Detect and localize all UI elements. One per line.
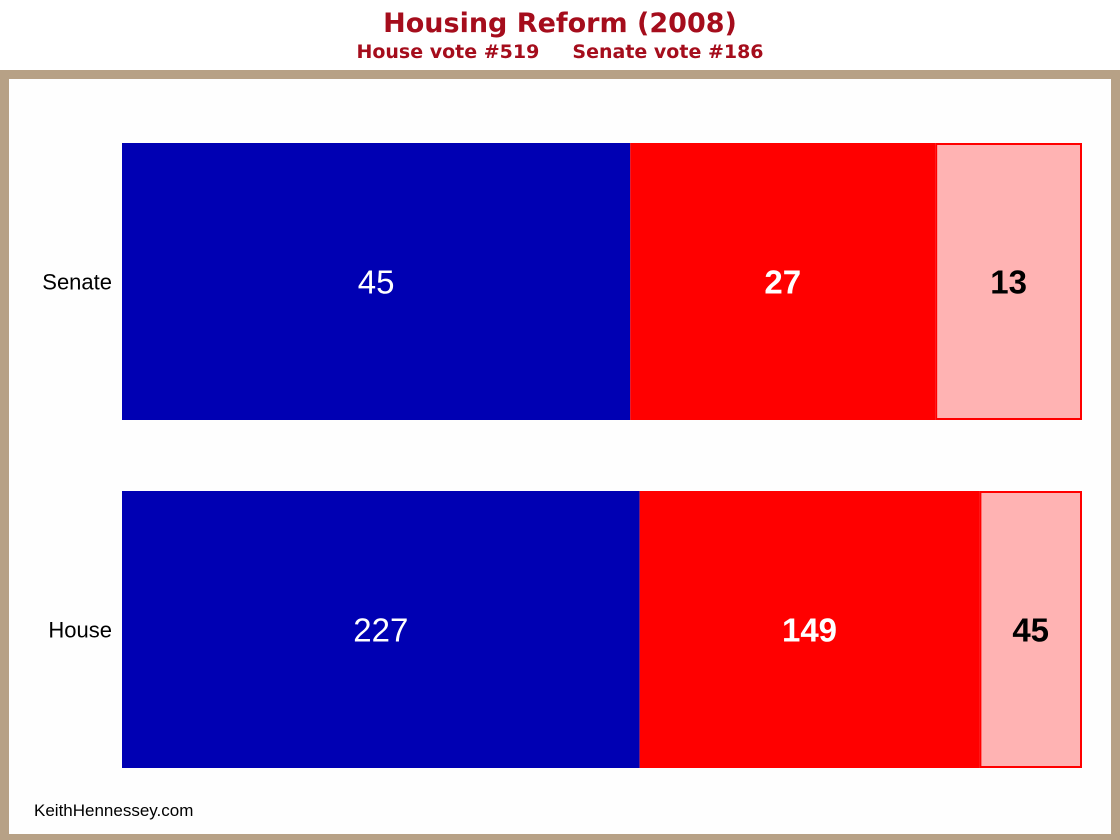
labels-group: Senate 45 27 13 House 227 149 45	[42, 264, 1049, 649]
bars-group	[122, 143, 1082, 768]
bar-house-segment-3	[979, 491, 1082, 768]
data-label-senate-segment-2: 27	[764, 264, 801, 301]
bar-senate-segment-3	[935, 143, 1082, 420]
data-label-house-segment-1: 227	[353, 612, 408, 649]
category-label-house: House	[48, 618, 112, 643]
category-label-senate: Senate	[42, 270, 112, 295]
source-credit: KeithHennessey.com	[34, 801, 194, 820]
data-label-house-segment-3: 45	[1012, 612, 1049, 649]
bar-house-segment-1	[122, 491, 640, 768]
chart-title: Housing Reform (2008)	[383, 8, 737, 39]
bar-senate-segment-1	[122, 143, 631, 420]
chart-subtitle: House vote #519 Senate vote #186	[356, 41, 764, 63]
bar-senate-segment-2	[630, 143, 936, 420]
data-label-senate-segment-1: 45	[358, 264, 395, 301]
bar-house-segment-2	[639, 491, 980, 768]
data-label-house-segment-2: 149	[782, 612, 837, 649]
data-label-senate-segment-3: 13	[990, 264, 1027, 301]
